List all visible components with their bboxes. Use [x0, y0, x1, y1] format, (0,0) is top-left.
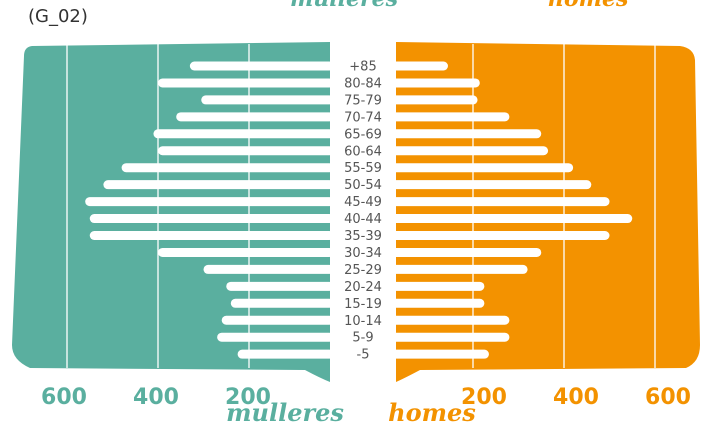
bar-men-40-44 — [388, 214, 633, 224]
age-label-75-79: 75-79 — [344, 93, 382, 108]
age-label-5-9: 5-9 — [352, 331, 373, 346]
bar-women-25-29 — [203, 264, 334, 274]
chart-code: (G_02) — [28, 6, 88, 27]
bar-women-50-54 — [103, 180, 335, 190]
top-women-title-cut: mulleres — [290, 0, 398, 12]
bar-women-60-64 — [158, 146, 334, 156]
bar-men-35-39 — [388, 231, 610, 240]
age-label-35-39: 35-39 — [344, 229, 382, 244]
age-label-60-64: 60-64 — [344, 144, 382, 159]
bar-women-30-34 — [158, 247, 334, 257]
women-panel — [12, 42, 330, 382]
bar-women-75-79 — [201, 95, 334, 105]
age-label-15-19: 15-19 — [344, 297, 382, 312]
age-label-10-14: 10-14 — [344, 314, 382, 329]
age-label-30-34: 30-34 — [344, 246, 382, 261]
age-label-80-84: 80-84 — [344, 76, 382, 91]
bar-men-60-64 — [388, 146, 549, 156]
tick-women-400: 400 — [133, 385, 179, 410]
bar-women-15-19 — [230, 298, 334, 308]
bar-women-55-59 — [121, 163, 334, 173]
bar-men-55-59 — [388, 163, 574, 173]
legend-women: mulleres — [226, 398, 344, 427]
age-label-40-44: 40-44 — [344, 212, 382, 227]
bar-women-40-44 — [89, 214, 334, 224]
bar-men-80-84 — [388, 78, 480, 88]
legend-men: homes — [388, 398, 476, 427]
age-label-+85: +85 — [349, 60, 376, 75]
tick-men-200: 200 — [461, 385, 507, 410]
bar-women-10-14 — [221, 315, 334, 325]
bar-men--5 — [388, 349, 489, 359]
men-panel — [396, 42, 700, 382]
top-men-title-cut: homes — [548, 0, 628, 12]
age-label-70-74: 70-74 — [344, 110, 382, 125]
bar-women-+85 — [189, 61, 334, 71]
age-label-50-54: 50-54 — [344, 178, 382, 193]
bar-men-15-19 — [388, 298, 485, 308]
bar-women-35-39 — [89, 231, 334, 240]
bar-men-30-34 — [388, 247, 542, 257]
bar-women-20-24 — [226, 281, 334, 291]
bar-men-20-24 — [388, 281, 485, 291]
bar-men-10-14 — [388, 315, 510, 325]
bar-women-70-74 — [176, 112, 334, 122]
bar-women-80-84 — [158, 78, 334, 88]
bar-women-45-49 — [85, 197, 334, 207]
bar-women-65-69 — [153, 129, 334, 139]
bar-men-+85 — [388, 61, 448, 71]
age-label-55-59: 55-59 — [344, 161, 382, 176]
bar-men-75-79 — [388, 95, 478, 105]
bar-women-5-9 — [217, 332, 334, 342]
tick-men-400: 400 — [553, 385, 599, 410]
age-label-65-69: 65-69 — [344, 127, 382, 142]
tick-women-200: 200 — [225, 385, 271, 410]
age-label-25-29: 25-29 — [344, 263, 382, 278]
age-label-20-24: 20-24 — [344, 280, 382, 295]
age-label-45-49: 45-49 — [344, 195, 382, 210]
bar-men-65-69 — [388, 129, 542, 139]
age-label--5: -5 — [357, 348, 370, 363]
tick-women-600: 600 — [41, 385, 87, 410]
bar-men-70-74 — [388, 112, 510, 122]
bar-men-45-49 — [388, 197, 610, 207]
bar-men-5-9 — [388, 332, 510, 342]
bar-men-25-29 — [388, 264, 528, 274]
bar-men-50-54 — [388, 180, 592, 190]
bar-women--5 — [237, 349, 334, 359]
tick-men-600: 600 — [645, 385, 691, 410]
